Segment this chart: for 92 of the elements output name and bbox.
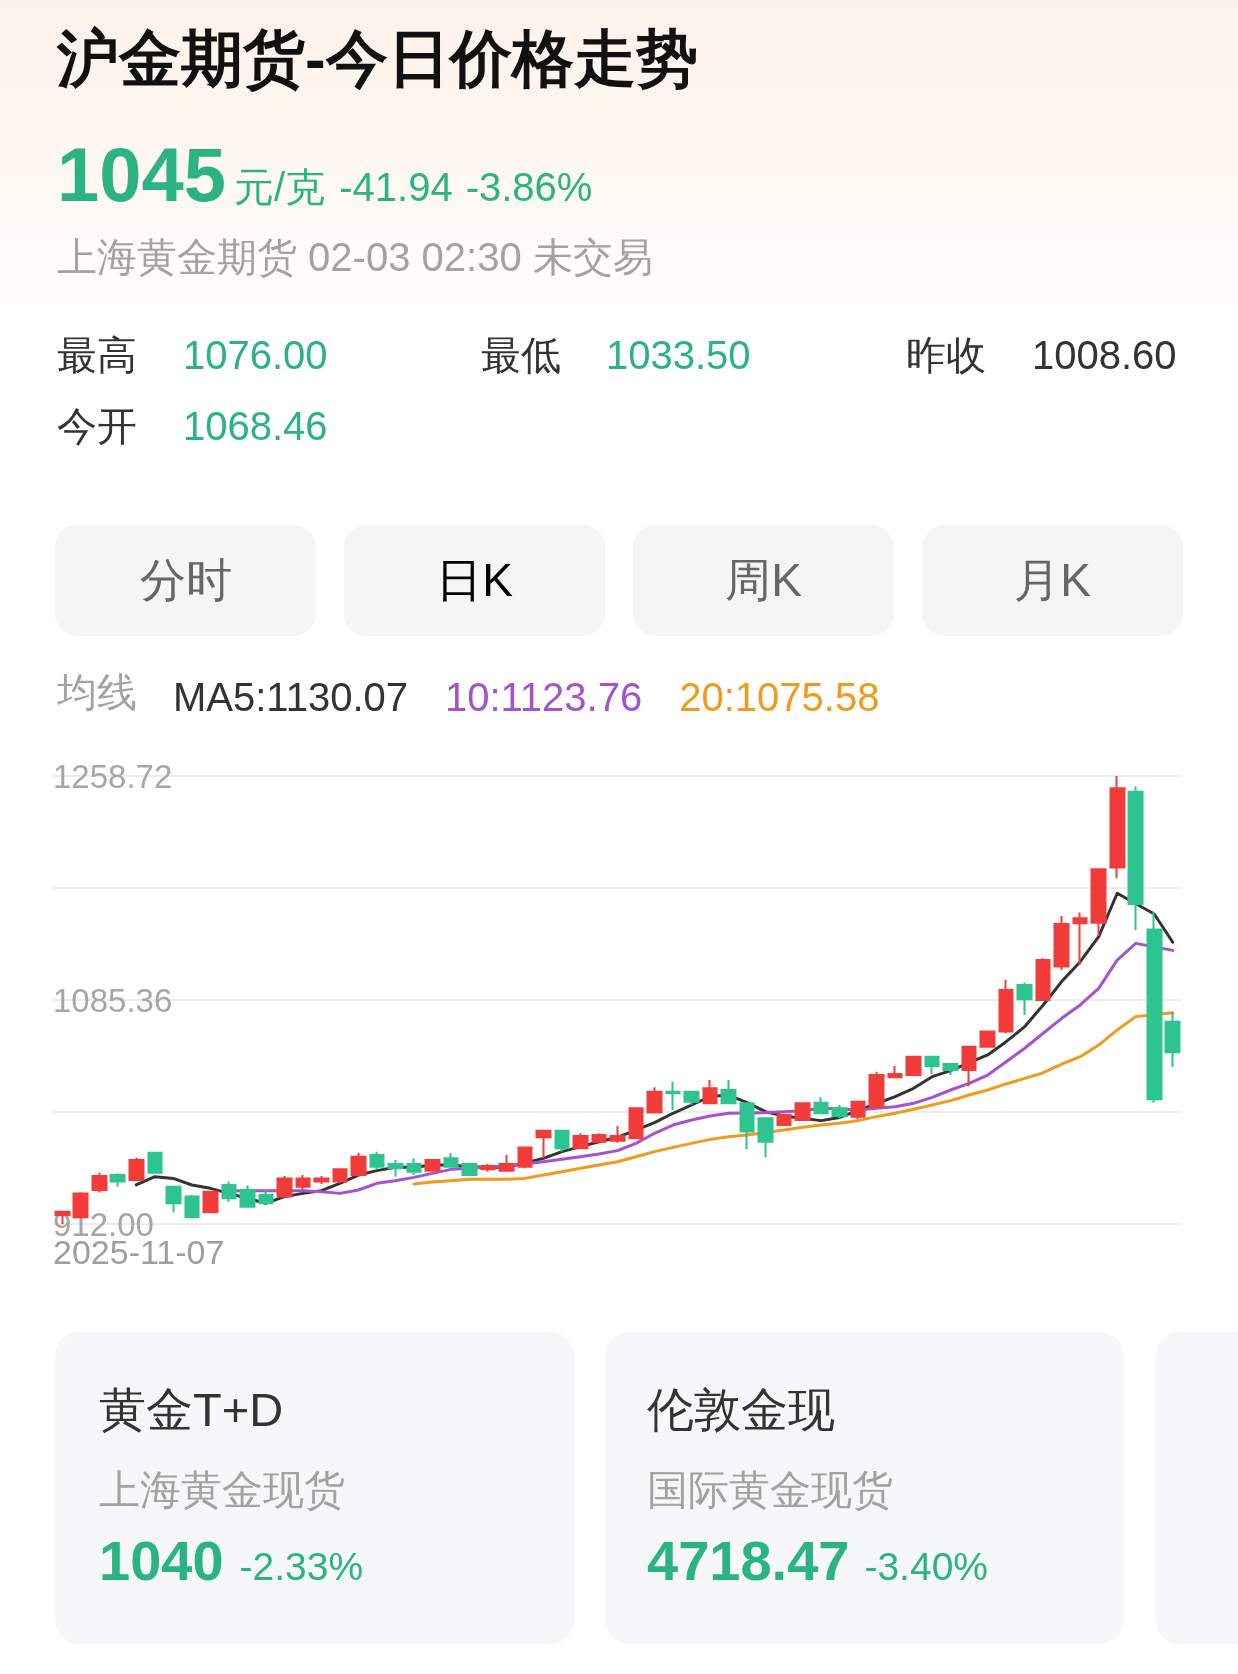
text: -3.86% [465,165,593,210]
text: 国际黄金现货 [647,1467,893,1513]
text: 最低 [481,333,561,377]
candlestick [813,1096,829,1115]
text: -41.94 [339,165,453,210]
candlestick [424,1159,441,1172]
tab-button[interactable]: 日K [344,525,605,636]
candlestick [109,1172,126,1188]
candlestick [998,979,1014,1035]
candlestick [1072,911,1088,966]
candlestick [850,1100,866,1121]
candlestick [313,1174,330,1185]
line-series [412,1011,1175,1186]
tab-button[interactable]: 分时 [55,525,316,636]
candlestick [683,1090,700,1106]
text: 上海黄金现货 [99,1467,345,1513]
tab-button[interactable]: 周K [633,525,894,636]
chart-subtitle: 上海黄金期货 02-03 02:30 未交易 [57,235,653,279]
candlestick [165,1185,182,1214]
candlestick [406,1157,422,1177]
candlestick [720,1078,737,1105]
candlestick [665,1080,681,1112]
candlestick [480,1163,496,1173]
candlestick [591,1132,607,1144]
text: 黄金T+D [99,1383,284,1436]
candlestick [887,1064,903,1079]
candlestick [646,1086,663,1114]
candlestick [369,1150,385,1171]
candlestick [147,1151,163,1174]
text: 10:1123.76 [444,675,643,719]
legend-title: 均线 [57,670,137,714]
candlestick [831,1104,848,1120]
text: 1008.60 [1032,333,1177,377]
text: 1040 [99,1529,224,1592]
candlestick [554,1129,570,1153]
candlestick [258,1189,274,1205]
candlestick [628,1107,644,1140]
candlestick [702,1078,718,1105]
text: 1068.46 [183,404,328,448]
candlestick [239,1184,256,1208]
text: 1033.50 [606,333,751,377]
candlestick [1035,957,1051,1002]
tab-button[interactable]: 月K [922,525,1183,636]
candlestick [609,1125,626,1144]
candlestick [295,1174,311,1192]
candlestick [776,1113,792,1127]
candlestick [961,1044,977,1087]
candlestick [739,1102,755,1151]
candlestick [1146,910,1163,1104]
candlestick [91,1171,108,1194]
candlestick [794,1101,811,1123]
candlestick [979,1030,996,1049]
candlestick [498,1154,515,1172]
candlestick [387,1159,404,1178]
text: 4718.47 [647,1529,850,1592]
candlestick [128,1156,145,1181]
text: -2.33% [239,1545,364,1589]
candlestick [202,1190,219,1214]
candlestick [350,1151,367,1178]
candlestick [868,1070,885,1108]
text: 伦敦金现 [647,1383,835,1436]
y-tick-label: 1258.72 [53,757,173,795]
candlestick [572,1132,589,1150]
text: 1076.00 [183,333,328,377]
candlestick [332,1167,348,1183]
candlestick [942,1063,959,1077]
candlestick [1164,1011,1181,1069]
text: 元/克 [234,164,326,211]
candlestick [184,1194,200,1219]
candlestick [443,1152,459,1169]
text: MA5:1130.07 [173,675,408,719]
candlestick [924,1055,940,1075]
chart-title: 沪金期货-今日价格走势 [57,24,698,93]
text: -3.40% [864,1545,989,1589]
candlestick [1016,981,1033,1017]
candlestick [1109,775,1126,880]
candlestick [1127,785,1144,932]
candlestick [461,1163,478,1177]
y-tick-label: 1085.36 [53,981,173,1019]
candlestick [221,1180,237,1203]
candlestick [535,1128,552,1160]
candlestick [517,1145,533,1170]
candlestick [905,1055,922,1077]
text: 今开 [57,404,137,448]
text: 1045 [57,132,227,217]
candlestick [757,1117,774,1159]
candlestick [276,1174,293,1199]
candlestick [1053,914,1070,971]
text: 20:1075.58 [679,675,880,719]
text: 昨收 [906,333,986,377]
text: 最高 [57,333,137,377]
candlestick [1090,868,1107,937]
